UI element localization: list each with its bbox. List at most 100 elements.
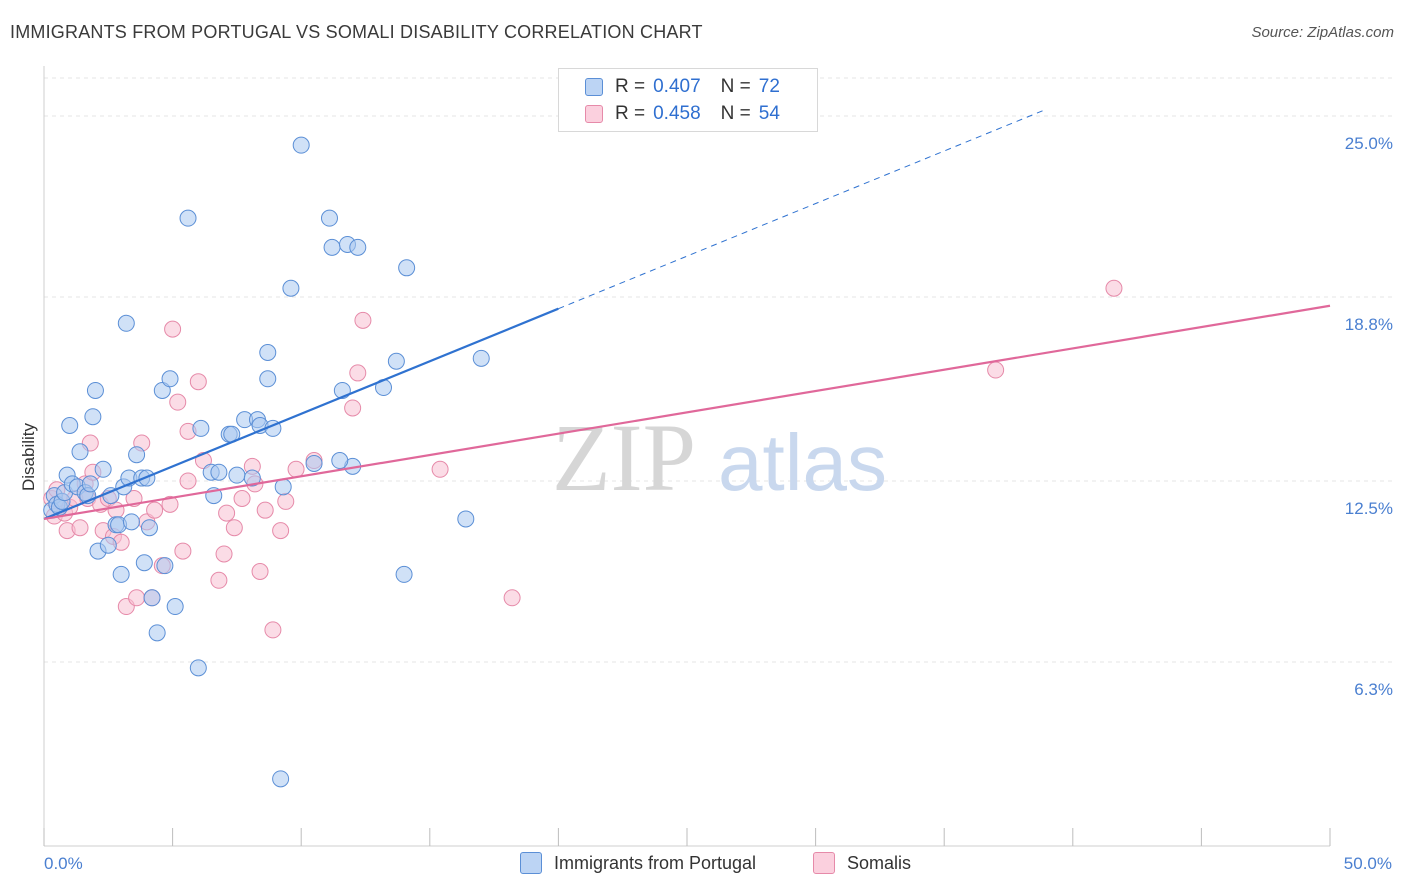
somali-point (218, 504, 236, 522)
somali-point (174, 542, 192, 560)
portugal-point (99, 536, 117, 554)
somali-point (287, 460, 305, 478)
somali-point (189, 373, 207, 391)
portugal-point (117, 314, 135, 332)
somali-point (71, 519, 89, 537)
portugal-point (228, 466, 246, 484)
n-label: N = (720, 103, 751, 124)
axes (43, 66, 1331, 847)
grid-lines (44, 77, 1392, 663)
stats-row-portugal: R = 0.407 N = 72 (585, 74, 780, 100)
portugal-point (140, 519, 158, 537)
portugal-swatch (585, 78, 603, 96)
watermark-atlas: atlas (718, 418, 887, 507)
portugal-point (457, 510, 475, 528)
somali-point (215, 545, 233, 563)
somali-swatch (585, 105, 603, 123)
n-label: N = (720, 76, 751, 97)
portugal-point (179, 209, 197, 227)
portugal-point (84, 408, 102, 426)
somali-point (146, 501, 164, 519)
x-tick-label: 50.0% (1344, 854, 1392, 873)
somali-point (251, 563, 269, 581)
chart-title: IMMIGRANTS FROM PORTUGAL VS SOMALI DISAB… (10, 22, 703, 42)
n-value: 54 (758, 103, 780, 124)
portugal-point (387, 352, 405, 370)
somali-point (256, 501, 274, 519)
portugal-point (472, 349, 490, 367)
somali-point (277, 492, 295, 510)
somali-point (107, 501, 125, 519)
portugal-point (189, 659, 207, 677)
n-value: 72 (758, 76, 780, 97)
somali-point (128, 589, 146, 607)
portugal-point (331, 452, 349, 470)
somali-point (161, 495, 179, 513)
stats-legend: R = 0.407 N = 72 R = 0.458 N = 54 (558, 68, 818, 132)
y-tick-label: 12.5% (1345, 499, 1393, 518)
portugal-point (156, 557, 174, 575)
legend-item-portugal[interactable]: Immigrants from Portugal (520, 852, 756, 874)
portugal-point (398, 259, 416, 277)
portugal-point (282, 279, 300, 297)
portugal-point (153, 381, 171, 399)
portugal-point (148, 624, 166, 642)
r-label: R = (615, 103, 646, 124)
r-value: 0.458 (653, 103, 701, 124)
portugal-point (81, 475, 99, 493)
somali-point (349, 364, 367, 382)
somali-point (987, 361, 1005, 379)
somali-point (344, 399, 362, 417)
somali-point (503, 589, 521, 607)
somali-point (225, 519, 243, 537)
portugal-point (71, 443, 89, 461)
legend-label-somali: Somalis (847, 852, 912, 873)
portugal-point (94, 460, 112, 478)
r-value: 0.407 (653, 76, 701, 97)
portugal-point (122, 513, 140, 531)
x-tick-label: 0.0% (44, 854, 83, 873)
portugal-point (292, 136, 310, 154)
somali-legend-swatch (813, 852, 835, 874)
somali-point (233, 490, 251, 508)
portugal-point (61, 416, 79, 434)
portugal-trend-extension (558, 108, 1048, 310)
portugal-point (259, 370, 277, 388)
stats-row-somali: R = 0.458 N = 54 (585, 101, 780, 127)
portugal-point (166, 598, 184, 616)
y-tick-label: 18.8% (1345, 315, 1393, 334)
portugal-point (210, 463, 228, 481)
portugal-point (272, 770, 290, 788)
tick-labels: 6.3% 12.5% 18.8% 25.0% 0.0% 50.0% (44, 134, 1393, 873)
portugal-point (128, 446, 146, 464)
somali-point (1105, 279, 1123, 297)
portugal-point (243, 469, 261, 487)
y-tick-label: 6.3% (1354, 680, 1393, 699)
somali-point (431, 460, 449, 478)
portugal-point (349, 238, 367, 256)
somali-point (354, 311, 372, 329)
portugal-point (395, 565, 413, 583)
somali-trend-line (43, 304, 1331, 521)
watermark-zip: ZIP (552, 404, 696, 511)
trend-lines (43, 108, 1331, 521)
portugal-point (143, 589, 161, 607)
portugal-point (323, 238, 341, 256)
portugal-point (112, 565, 130, 583)
source-label: Source: ZipAtlas.com (1251, 24, 1394, 41)
somali-point (210, 571, 228, 589)
somali-point (264, 621, 282, 639)
somali-point (272, 522, 290, 540)
portugal-point (161, 370, 179, 388)
portugal-point (86, 381, 104, 399)
portugal-point (192, 419, 210, 437)
legend-label-portugal: Immigrants from Portugal (554, 852, 757, 873)
portugal-point (320, 209, 338, 227)
portugal-point (305, 454, 323, 472)
portugal-legend-swatch (520, 852, 542, 874)
portugal-point (259, 343, 277, 361)
somali-point (169, 393, 187, 411)
y-tick-label: 25.0% (1345, 134, 1393, 153)
legend-item-somali[interactable]: Somalis (813, 852, 911, 874)
